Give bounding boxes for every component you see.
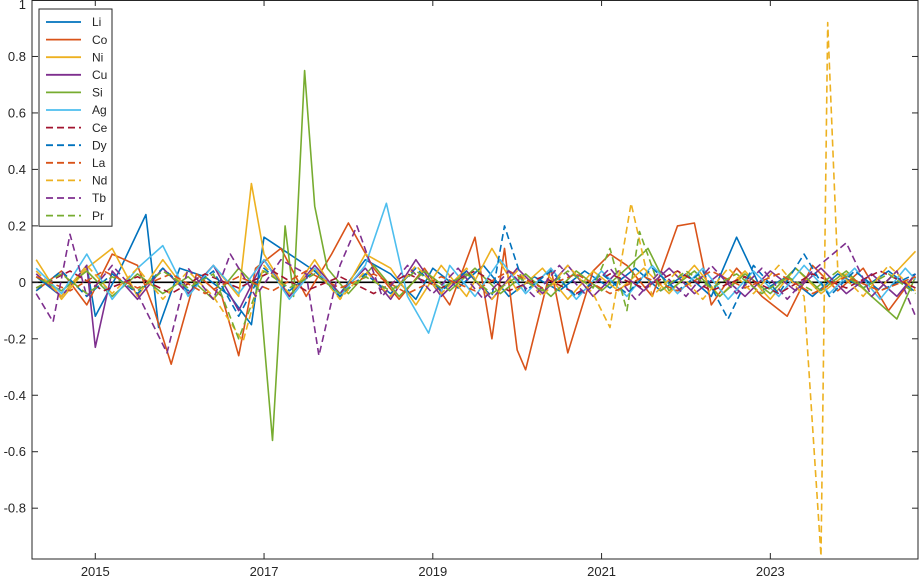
y-tick-label: -0.8: [4, 501, 26, 516]
series-line-nd: [35, 21, 917, 557]
legend-label-tb: Tb: [92, 191, 106, 205]
series-layer: [35, 21, 917, 557]
legend-label-co: Co: [92, 33, 108, 47]
y-tick-label: 0.6: [8, 105, 26, 120]
y-tick-label: 1: [19, 0, 26, 12]
legend-box: [38, 8, 113, 227]
legend-label-ni: Ni: [92, 50, 103, 64]
legend-label-pr: Pr: [92, 209, 104, 223]
x-tick-label: 2021: [587, 564, 616, 579]
series-line-pr: [35, 230, 916, 340]
x-axis: 2015 2017 2019 2021 2023: [81, 0, 785, 579]
series-line-la: [35, 270, 916, 295]
legend: Li Co Ni Cu Si Ag Ce Dy La Nd Tb Pr: [38, 8, 113, 227]
legend-label-ce: Ce: [92, 121, 108, 135]
legend-label-nd: Nd: [92, 174, 107, 188]
series-line-ce: [35, 270, 916, 295]
y-axis: -0.8 -0.6 -0.4 -0.2 0 0.2 0.4 0.6 0.8 1: [4, 0, 918, 516]
plot-frame: [31, 0, 919, 560]
legend-label-dy: Dy: [92, 138, 107, 152]
x-tick-label: 2019: [418, 564, 447, 579]
y-tick-label: 0: [19, 275, 26, 290]
y-tick-label: 0.2: [8, 218, 26, 233]
x-tick-label: 2015: [81, 564, 110, 579]
y-tick-label: -0.2: [4, 331, 26, 346]
series-line-tb: [35, 225, 917, 357]
legend-label-cu: Cu: [92, 68, 107, 82]
y-tick-label: 0.8: [8, 49, 26, 64]
y-tick-label: -0.6: [4, 444, 26, 459]
legend-label-ag: Ag: [92, 103, 107, 117]
y-tick-label: -0.4: [4, 388, 26, 403]
legend-label-li: Li: [92, 15, 101, 29]
legend-label-la: La: [92, 156, 106, 170]
legend-label-si: Si: [92, 86, 103, 100]
y-tick-label: 0.4: [8, 162, 26, 177]
series-line-ag: [35, 202, 917, 334]
x-tick-label: 2023: [756, 564, 785, 579]
x-tick-label: 2017: [250, 564, 279, 579]
